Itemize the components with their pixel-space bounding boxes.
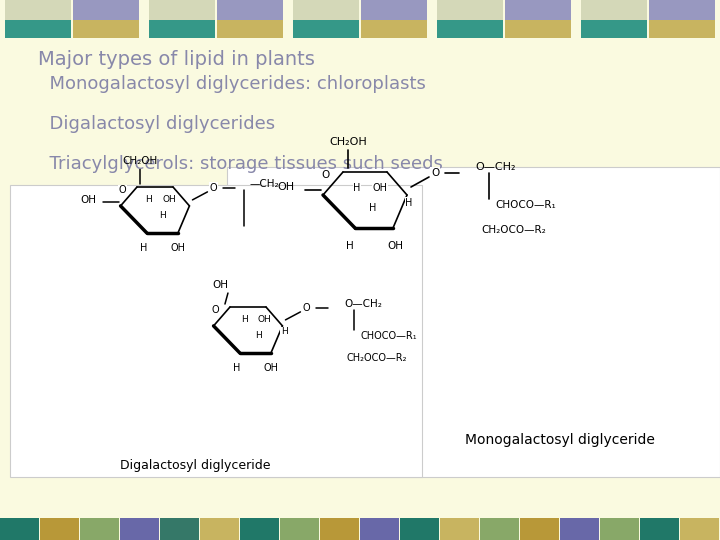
Bar (480, 518, 519, 540)
Bar (649, 0, 715, 18)
Text: H: H (240, 315, 248, 325)
Bar (360, 518, 399, 540)
Bar (440, 518, 479, 540)
Text: CH₂OH: CH₂OH (329, 137, 367, 147)
Text: O: O (431, 168, 439, 178)
Bar (293, 0, 359, 18)
Bar (80, 518, 119, 540)
Bar (120, 518, 159, 540)
Bar (680, 518, 719, 540)
Text: Digalactosyl diglycerides: Digalactosyl diglycerides (38, 115, 275, 133)
Text: O: O (210, 183, 217, 193)
Bar (217, 18, 283, 38)
Bar (437, 18, 503, 38)
Bar (581, 0, 647, 18)
Bar (149, 20, 215, 38)
Bar (227, 167, 720, 477)
Text: O: O (212, 306, 220, 315)
Text: H: H (405, 198, 413, 208)
Bar (649, 20, 715, 38)
Text: O: O (302, 303, 310, 313)
Bar (505, 20, 571, 38)
Text: OH: OH (372, 183, 387, 193)
Text: H: H (233, 363, 240, 373)
Bar (160, 518, 199, 540)
Bar (320, 518, 359, 540)
Bar (600, 518, 639, 540)
Bar (649, 18, 715, 38)
Bar (5, 18, 71, 38)
Text: O—CH₂: O—CH₂ (475, 162, 516, 172)
Bar (5, 0, 71, 18)
Text: H: H (281, 327, 288, 336)
Text: OH: OH (81, 195, 96, 205)
Bar (10, 185, 422, 477)
Text: CH₂OCO—R₂: CH₂OCO—R₂ (346, 353, 407, 363)
Text: OH: OH (264, 363, 279, 373)
Text: CHOCO—R₁: CHOCO—R₁ (495, 200, 556, 210)
Text: Major types of lipid in plants: Major types of lipid in plants (38, 50, 315, 69)
Text: H: H (346, 241, 354, 251)
Text: O: O (119, 185, 127, 195)
Bar (217, 0, 283, 18)
Bar (5, 20, 71, 38)
Text: —CH₂: —CH₂ (249, 179, 279, 189)
Text: H: H (140, 243, 148, 253)
Text: OH: OH (257, 315, 271, 325)
Bar (293, 0, 359, 18)
Text: H: H (160, 212, 166, 220)
Text: OH: OH (387, 241, 403, 251)
Bar (240, 518, 279, 540)
Bar (293, 18, 359, 38)
Text: O—CH₂: O—CH₂ (344, 299, 382, 309)
Text: H: H (354, 183, 361, 193)
Bar (5, 0, 71, 18)
Text: OH: OH (162, 195, 176, 205)
Bar (400, 518, 439, 540)
Text: CH₂OCO—R₂: CH₂OCO—R₂ (481, 225, 546, 235)
Bar (581, 20, 647, 38)
Bar (520, 518, 559, 540)
Bar (217, 20, 283, 38)
Bar (40, 518, 79, 540)
Text: OH: OH (278, 182, 295, 192)
Bar (280, 518, 319, 540)
Text: CH₂OH: CH₂OH (122, 156, 158, 166)
Bar (361, 0, 427, 18)
Text: OH: OH (212, 280, 228, 290)
Bar (73, 18, 139, 38)
Bar (505, 18, 571, 38)
Bar (581, 0, 647, 18)
Text: OH: OH (171, 243, 186, 253)
Text: CHOCO—R₁: CHOCO—R₁ (361, 331, 417, 341)
Text: Monogalactosyl diglyceride: Monogalactosyl diglyceride (465, 433, 655, 447)
Text: Triacylglycerols: storage tissues such seeds: Triacylglycerols: storage tissues such s… (38, 155, 443, 173)
Text: H: H (369, 203, 377, 213)
Bar (149, 0, 215, 18)
Bar (361, 18, 427, 38)
Bar (149, 18, 215, 38)
Text: Digalactosyl diglyceride: Digalactosyl diglyceride (120, 458, 270, 471)
Bar (640, 518, 679, 540)
Bar (293, 20, 359, 38)
Bar (437, 0, 503, 18)
Bar (200, 518, 239, 540)
Text: H: H (145, 195, 153, 205)
Bar (560, 518, 599, 540)
Text: O: O (321, 171, 329, 180)
Bar (73, 0, 139, 18)
Bar (505, 0, 571, 18)
Bar (437, 0, 503, 18)
Bar (0, 518, 39, 540)
Text: Monogalactosyl diglycerides: chloroplasts: Monogalactosyl diglycerides: chloroplast… (38, 75, 426, 93)
Text: H: H (255, 332, 261, 341)
Bar (73, 20, 139, 38)
Bar (149, 0, 215, 18)
Bar (437, 20, 503, 38)
Bar (581, 18, 647, 38)
Bar (361, 20, 427, 38)
